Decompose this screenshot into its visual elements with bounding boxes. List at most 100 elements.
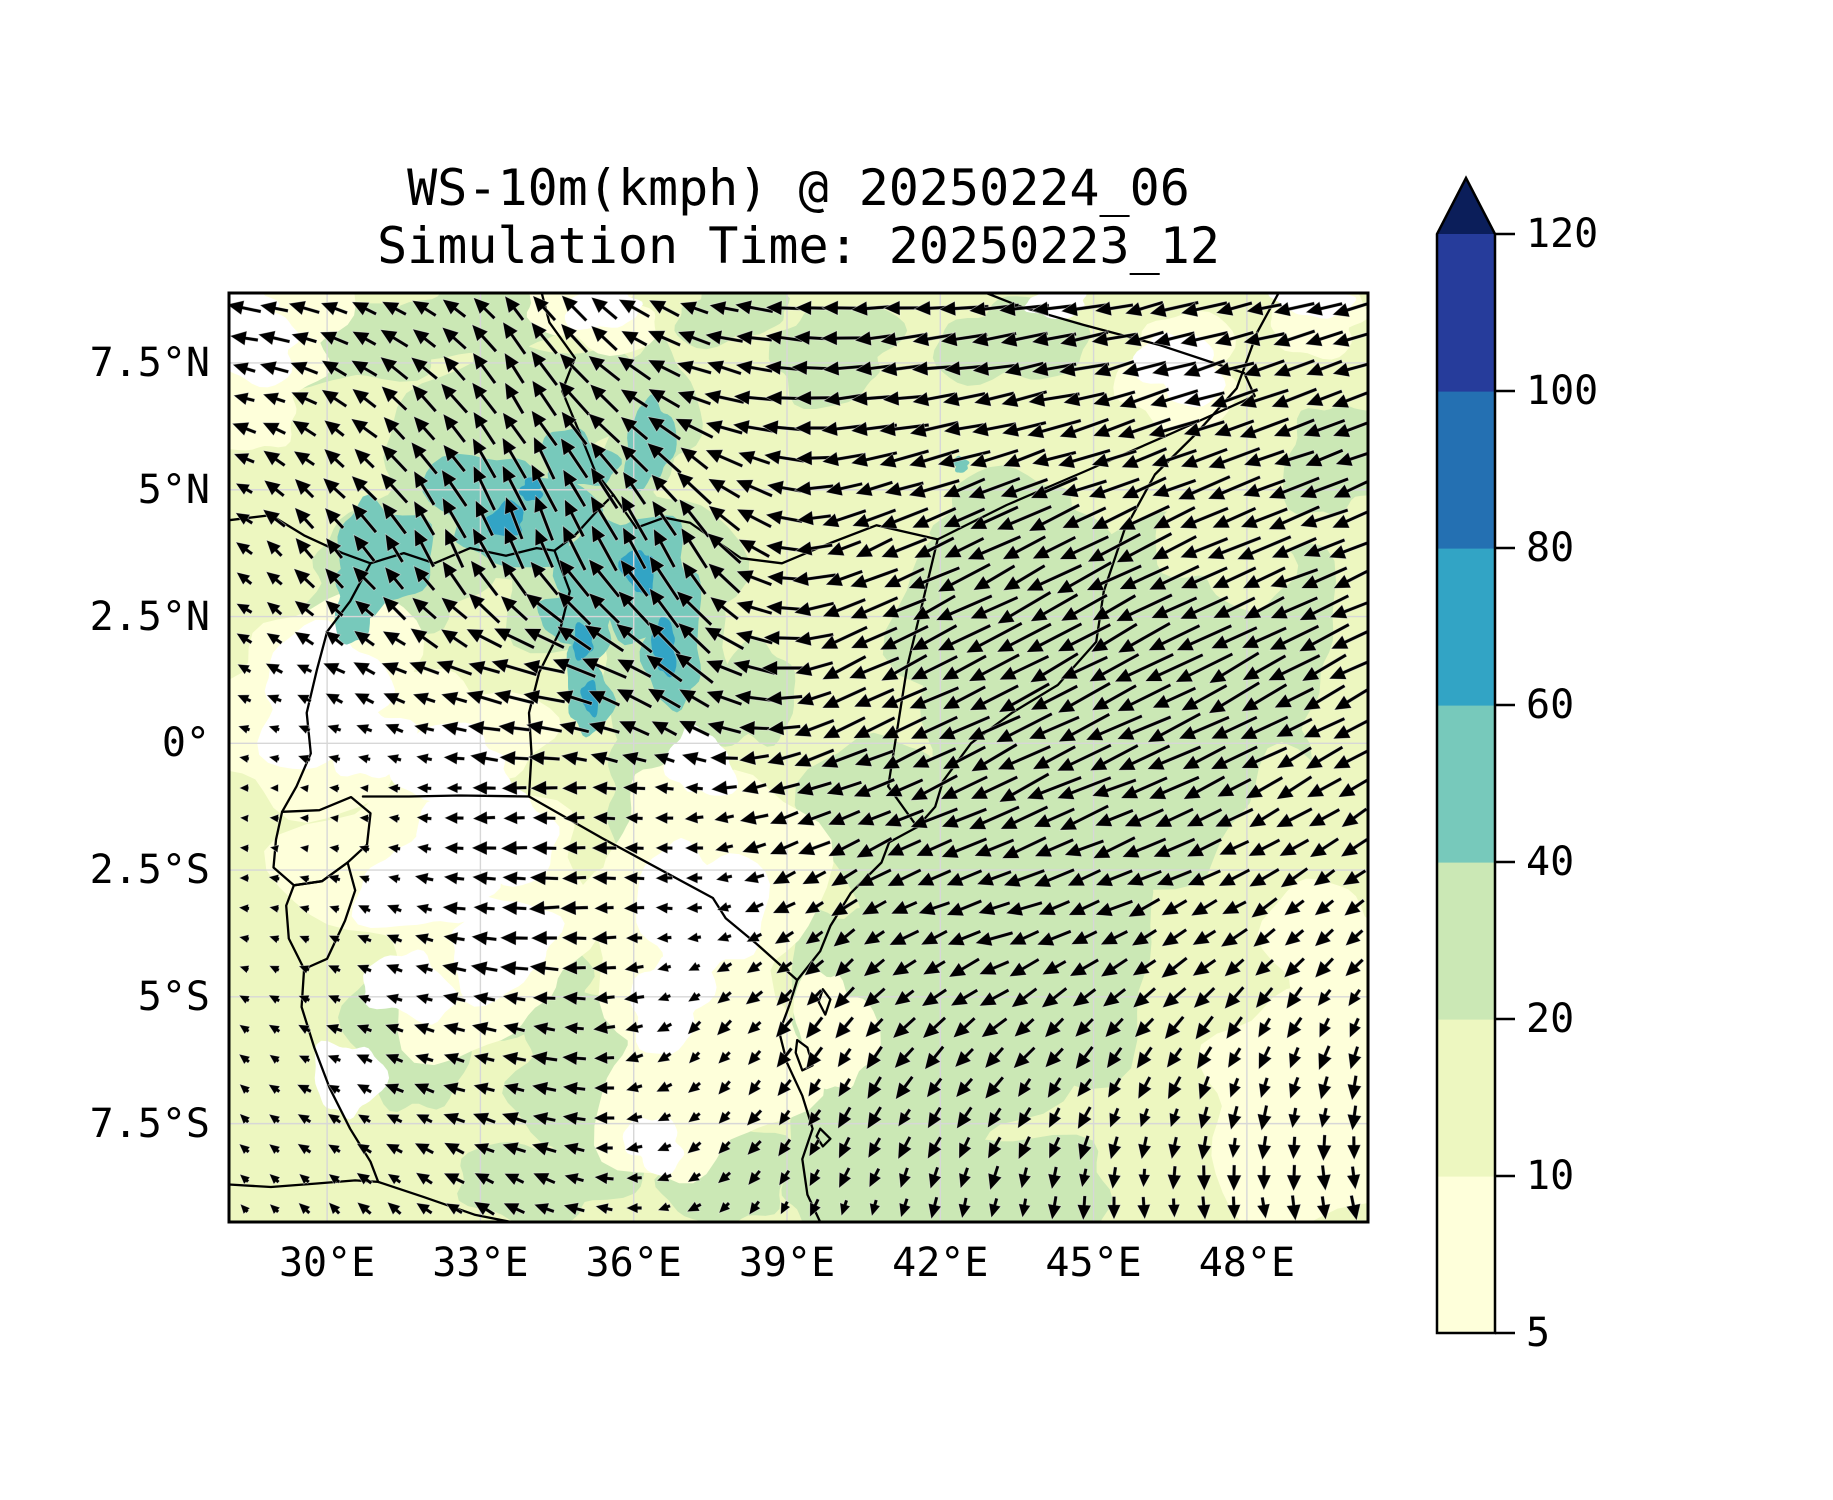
wind-arrow: [1120, 775, 1169, 799]
wind-arrow: [384, 963, 404, 976]
wind-arrow: [441, 469, 469, 508]
wind-arrow: [262, 392, 287, 407]
wind-arrow: [716, 901, 732, 913]
wind-arrow: [1228, 1077, 1242, 1099]
wind-arrow: [259, 300, 289, 317]
wind-arrow: [470, 1021, 498, 1037]
wind-arrow: [324, 507, 345, 530]
wind-arrow: [1302, 683, 1347, 711]
wind-arrow: [1147, 623, 1201, 651]
wind-arrow: [1017, 1106, 1033, 1130]
wind-arrow: [796, 809, 833, 826]
wind-arrow: [442, 1081, 466, 1096]
wind-arrow: [1017, 1077, 1033, 1098]
wind-arrow: [465, 689, 503, 706]
wind-arrow: [384, 1053, 404, 1066]
wind-arrow: [1331, 301, 1368, 318]
wind-arrow: [442, 931, 466, 946]
wind-arrow: [1048, 1106, 1063, 1129]
wind-arrow: [1127, 897, 1161, 918]
wind-arrow: [687, 1110, 702, 1124]
wind-arrow: [1346, 1165, 1361, 1191]
wind-arrow: [1242, 358, 1286, 378]
wind-arrow: [238, 994, 251, 1005]
wind-arrow: [555, 689, 593, 706]
wind-arrow: [646, 688, 682, 710]
wind-arrow: [769, 810, 800, 825]
wind-arrow: [1332, 420, 1368, 438]
wind-arrow: [998, 654, 1050, 681]
wind-arrow: [616, 658, 653, 679]
wind-arrow: [235, 541, 254, 556]
wind-arrow: [472, 991, 496, 1006]
wind-arrow: [562, 1142, 586, 1156]
wind-arrow: [1139, 1107, 1152, 1129]
wind-arrow: [987, 1135, 1003, 1160]
wind-arrow: [324, 693, 344, 706]
contour-blob-l5: [618, 550, 654, 596]
wind-arrow: [880, 653, 929, 682]
wind-arrow: [1090, 448, 1138, 468]
wind-arrow: [865, 1045, 884, 1071]
wind-arrow: [1155, 868, 1193, 887]
colorbar-segment: [1437, 1176, 1495, 1334]
wind-arrow: [794, 540, 834, 557]
wind-arrow: [803, 958, 825, 977]
wind-arrow: [502, 464, 528, 512]
wind-arrow: [1040, 986, 1068, 1009]
wind-arrow: [1286, 1164, 1302, 1192]
wind-arrow: [1047, 1076, 1063, 1099]
wind-arrow: [1117, 621, 1172, 654]
wind-arrow: [561, 294, 589, 323]
wind-arrow: [472, 437, 498, 480]
wind-arrow: [1207, 474, 1262, 500]
wind-arrow: [380, 472, 409, 505]
wind-arrow: [265, 632, 284, 646]
wind-arrow: [1343, 898, 1366, 917]
wind-arrow: [1076, 1195, 1092, 1222]
wind-arrow: [531, 990, 556, 1006]
wind-arrow: [1227, 1137, 1242, 1160]
wind-arrow: [1152, 505, 1197, 529]
wind-arrow: [734, 299, 774, 316]
wind-arrow: [1240, 745, 1288, 769]
wind-arrow: [379, 356, 410, 381]
wind-arrow: [619, 416, 649, 442]
wind-arrow: [551, 658, 597, 679]
wind-arrow: [620, 494, 649, 542]
wind-arrow: [269, 844, 280, 854]
wind-arrow: [1113, 652, 1175, 683]
border-drc-uganda: [280, 562, 372, 813]
wind-arrow: [1317, 1075, 1333, 1101]
wind-arrow: [562, 1202, 586, 1216]
wind-arrow: [441, 900, 467, 916]
wind-arrow: [587, 412, 622, 445]
wind-arrow: [675, 359, 713, 376]
wind-arrow: [291, 419, 318, 438]
wind-arrow: [734, 359, 774, 376]
wind-arrow: [411, 596, 438, 621]
wind-arrow: [767, 780, 801, 796]
border-coastline: [778, 293, 1280, 1222]
wind-arrow: [1169, 1107, 1182, 1129]
colorbar-extend-arrow: [1437, 178, 1495, 234]
wind-arrow: [1340, 837, 1368, 858]
wind-arrow: [793, 601, 835, 617]
wind-arrow: [1288, 1046, 1303, 1070]
wind-arrow: [1106, 1196, 1122, 1221]
wind-arrow: [327, 783, 340, 794]
wind-arrow: [383, 1083, 405, 1096]
wind-arrow: [765, 480, 802, 496]
wind-arrow: [233, 452, 256, 466]
wind-arrow: [893, 1046, 916, 1069]
wind-arrow: [883, 808, 925, 828]
wind-arrow: [619, 559, 650, 598]
wind-arrow: [500, 780, 527, 796]
wind-arrow: [235, 571, 253, 586]
wind-arrow: [954, 1047, 975, 1068]
wind-arrow: [941, 653, 988, 681]
wind-arrow: [1025, 563, 1083, 592]
wind-arrow: [1116, 416, 1172, 440]
wind-arrow: [860, 899, 888, 916]
wind-arrow: [1044, 1046, 1065, 1069]
